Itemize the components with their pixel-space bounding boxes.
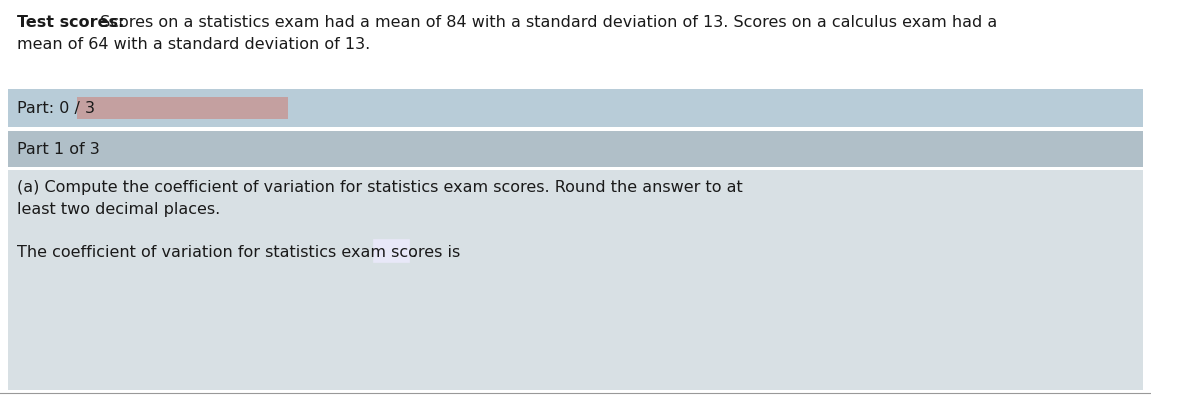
Text: .: . <box>412 245 416 260</box>
Text: The coefficient of variation for statistics exam scores is: The coefficient of variation for statist… <box>17 245 461 260</box>
Text: Part 1 of 3: Part 1 of 3 <box>17 141 100 156</box>
Bar <box>374 240 409 262</box>
Bar <box>7 131 1142 167</box>
Bar <box>77 97 288 119</box>
Text: Part: 0 / 3: Part: 0 / 3 <box>17 100 95 115</box>
Text: mean of 64 with a standard deviation of 13.: mean of 64 with a standard deviation of … <box>17 37 371 52</box>
Bar <box>7 89 1142 127</box>
Text: (a) Compute the coefficient of variation for statistics exam scores. Round the a: (a) Compute the coefficient of variation… <box>17 180 743 195</box>
Text: Test scores:: Test scores: <box>17 15 125 30</box>
Text: Scores on a statistics exam had a mean of 84 with a standard deviation of 13. Sc: Scores on a statistics exam had a mean o… <box>96 15 997 30</box>
Text: least two decimal places.: least two decimal places. <box>17 202 221 217</box>
Bar <box>7 170 1142 390</box>
Bar <box>0 0 1151 85</box>
